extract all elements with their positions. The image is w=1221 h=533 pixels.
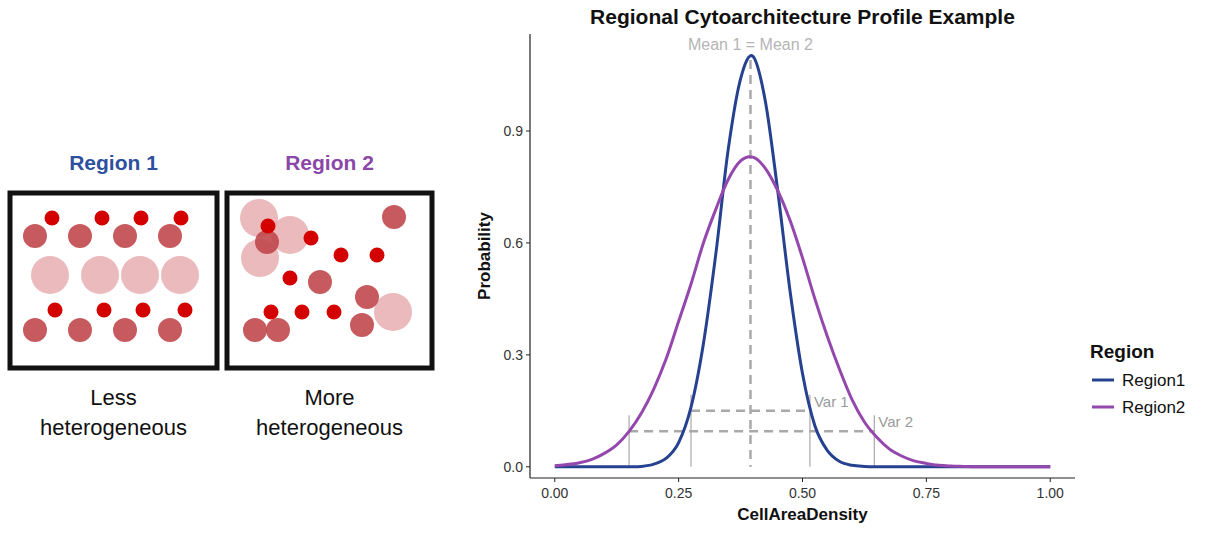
medium-cell: [266, 318, 290, 342]
small-cell: [370, 248, 385, 263]
x-tick: [926, 478, 927, 482]
small-cell: [136, 303, 151, 318]
medium-cell: [158, 224, 182, 248]
small-cell: [178, 303, 193, 318]
y-tick-label: 0.0: [504, 459, 524, 475]
small-cell: [134, 211, 149, 226]
y-tick: [526, 354, 530, 355]
region-caption: Less: [90, 385, 136, 410]
y-tick-label: 0.3: [504, 347, 524, 363]
small-cell: [295, 305, 310, 320]
x-tick-label: 1.00: [1037, 485, 1064, 501]
x-tick: [554, 478, 555, 482]
small-cell: [95, 211, 110, 226]
medium-cell: [308, 270, 332, 294]
x-tick-label: 0.50: [789, 485, 816, 501]
medium-cell: [113, 318, 137, 342]
small-cell: [283, 271, 298, 286]
density-curve: [555, 157, 1050, 467]
region-box: [227, 193, 432, 368]
medium-cell: [68, 318, 92, 342]
annotation-lines: [629, 60, 874, 467]
small-cell: [261, 219, 276, 234]
medium-cell: [23, 224, 47, 248]
large-cell: [81, 256, 119, 294]
medium-cell: [68, 224, 92, 248]
medium-cell: [355, 285, 379, 309]
region-caption: heterogeneous: [40, 415, 187, 440]
variance-line: [691, 410, 810, 413]
region-box: [10, 193, 217, 368]
medium-cell: [243, 318, 267, 342]
small-cell: [97, 303, 112, 318]
chart-title: Regional Cytoarchitecture Profile Exampl…: [590, 5, 1015, 28]
y-axis-line: [529, 34, 530, 478]
curves: [555, 56, 1050, 467]
large-cell: [240, 199, 278, 237]
x-tick: [1050, 478, 1051, 482]
density-curve: [555, 56, 1050, 467]
region-panel: Region 2 More heterogeneous: [227, 151, 432, 440]
legend-swatch: [1092, 379, 1114, 382]
small-cell: [45, 211, 60, 226]
variance-line: [629, 430, 874, 433]
large-cell: [31, 256, 69, 294]
y-tick: [526, 242, 530, 243]
medium-cell: [23, 318, 47, 342]
legend-swatch: [1092, 406, 1114, 409]
y-tick-label: 0.6: [504, 235, 524, 251]
x-tick: [678, 478, 679, 482]
x-tick: [802, 478, 803, 482]
medium-cell: [350, 313, 374, 337]
x-tick-label: 0.00: [541, 485, 568, 501]
y-tick-label: 0.9: [504, 123, 524, 139]
mean-line: [749, 60, 752, 467]
medium-cell: [158, 318, 182, 342]
small-cell: [327, 305, 342, 320]
medium-cell: [382, 205, 406, 229]
mean-label: Mean 1 = Mean 2: [688, 36, 813, 53]
variance-label: Var 1: [814, 393, 849, 410]
legend-label: Region2: [1122, 398, 1185, 417]
x-tick-label: 0.75: [913, 485, 940, 501]
medium-cell: [255, 230, 279, 254]
region-caption: More: [304, 385, 354, 410]
x-axis-title: CellAreaDensity: [737, 505, 868, 524]
small-cell: [48, 303, 63, 318]
figure: Region 1 Less heterogeneous Region 2 More het…: [0, 0, 1221, 533]
y-tick: [526, 466, 530, 467]
large-cell: [374, 293, 412, 331]
region-title: Region 2: [285, 151, 374, 174]
region-panel: Region 1 Less heterogeneous: [10, 151, 217, 440]
legend-title: Region: [1090, 341, 1154, 362]
x-tick-label: 0.25: [665, 485, 692, 501]
y-tick: [526, 131, 530, 132]
large-cell: [161, 256, 199, 294]
variance-bound: [628, 415, 629, 466]
small-cell: [264, 305, 279, 320]
y-axis-title: Probability: [475, 212, 494, 300]
region-caption: heterogeneous: [256, 415, 403, 440]
variance-label: Var 2: [878, 413, 913, 430]
medium-cell: [113, 224, 137, 248]
small-cell: [174, 211, 189, 226]
small-cell: [304, 231, 319, 246]
region-title: Region 1: [69, 151, 158, 174]
variance-bound: [874, 415, 875, 466]
legend-label: Region1: [1122, 371, 1185, 390]
large-cell: [121, 256, 159, 294]
small-cell: [334, 248, 349, 263]
